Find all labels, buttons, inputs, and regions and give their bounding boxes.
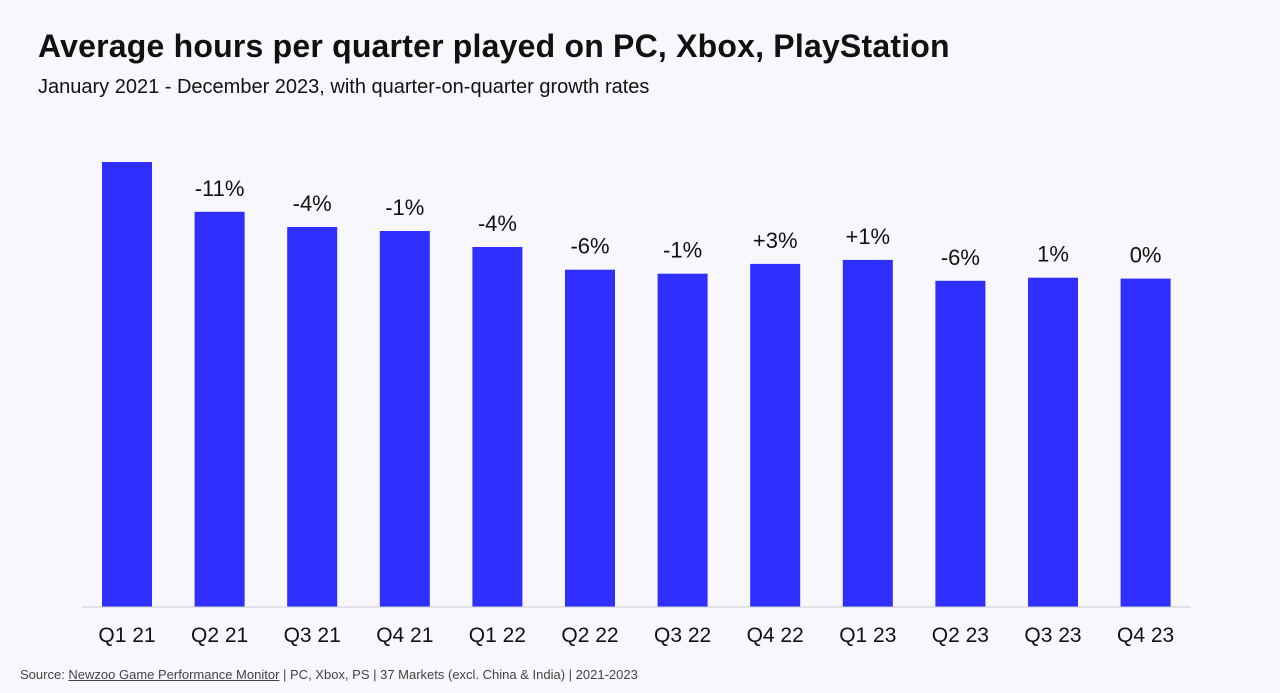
source-footer: Source: Newzoo Game Performance Monitor … (20, 667, 638, 682)
chart-subtitle: January 2021 - December 2023, with quart… (38, 76, 650, 98)
bar (472, 247, 523, 607)
growth-labels-layer: -11% -4% -1% -4% -6% -1% +3% +1% -6% 1% 0% (195, 176, 1162, 270)
growth-label: -1% (663, 238, 702, 263)
bar (1028, 277, 1078, 607)
x-tick-label: Q1 23 (839, 624, 896, 647)
x-tick-label: Q2 22 (561, 624, 618, 647)
bar (657, 273, 708, 607)
bar (1120, 278, 1171, 607)
x-tick-labels-layer: Q1 21 Q2 21 Q3 21 Q4 21 Q1 22 Q2 22 Q3 22 Q4 22… (98, 624, 1174, 647)
chart-title: Average hours per quarter played on PC, … (38, 28, 950, 64)
x-tick-label: Q3 21 (284, 624, 341, 647)
x-tick-label: Q4 21 (376, 624, 433, 647)
bars-layer (102, 162, 1171, 608)
bar (565, 269, 615, 607)
growth-label: -4% (478, 211, 517, 236)
bar (287, 227, 338, 607)
x-tick-label: Q3 23 (1024, 624, 1081, 647)
x-tick-label: Q4 23 (1117, 624, 1174, 647)
growth-label: +1% (845, 224, 890, 249)
x-tick-label: Q2 21 (191, 624, 248, 647)
x-tick-label: Q3 22 (654, 624, 711, 647)
bar (379, 231, 430, 607)
bar (935, 280, 986, 607)
bar (194, 211, 245, 608)
bar (842, 259, 893, 607)
bar (750, 263, 801, 607)
x-tick-label: Q2 23 (932, 624, 989, 647)
growth-label: -6% (941, 245, 980, 270)
growth-label: -6% (570, 234, 609, 259)
x-tick-label: Q1 21 (98, 624, 155, 647)
growth-label: -1% (385, 195, 424, 220)
x-tick-label: Q4 22 (747, 624, 804, 647)
growth-label: -11% (195, 176, 245, 201)
x-tick-label: Q1 22 (469, 624, 526, 647)
growth-label: 0% (1130, 243, 1162, 268)
growth-label: 1% (1037, 242, 1069, 267)
growth-label: -4% (293, 191, 332, 216)
bar (102, 162, 152, 607)
source-link[interactable]: Newzoo Game Performance Monitor (68, 667, 280, 682)
growth-label: +3% (753, 228, 798, 253)
source-prefix: Source: (20, 667, 69, 682)
source-suffix: | PC, Xbox, PS | 37 Markets (excl. China… (279, 667, 638, 682)
